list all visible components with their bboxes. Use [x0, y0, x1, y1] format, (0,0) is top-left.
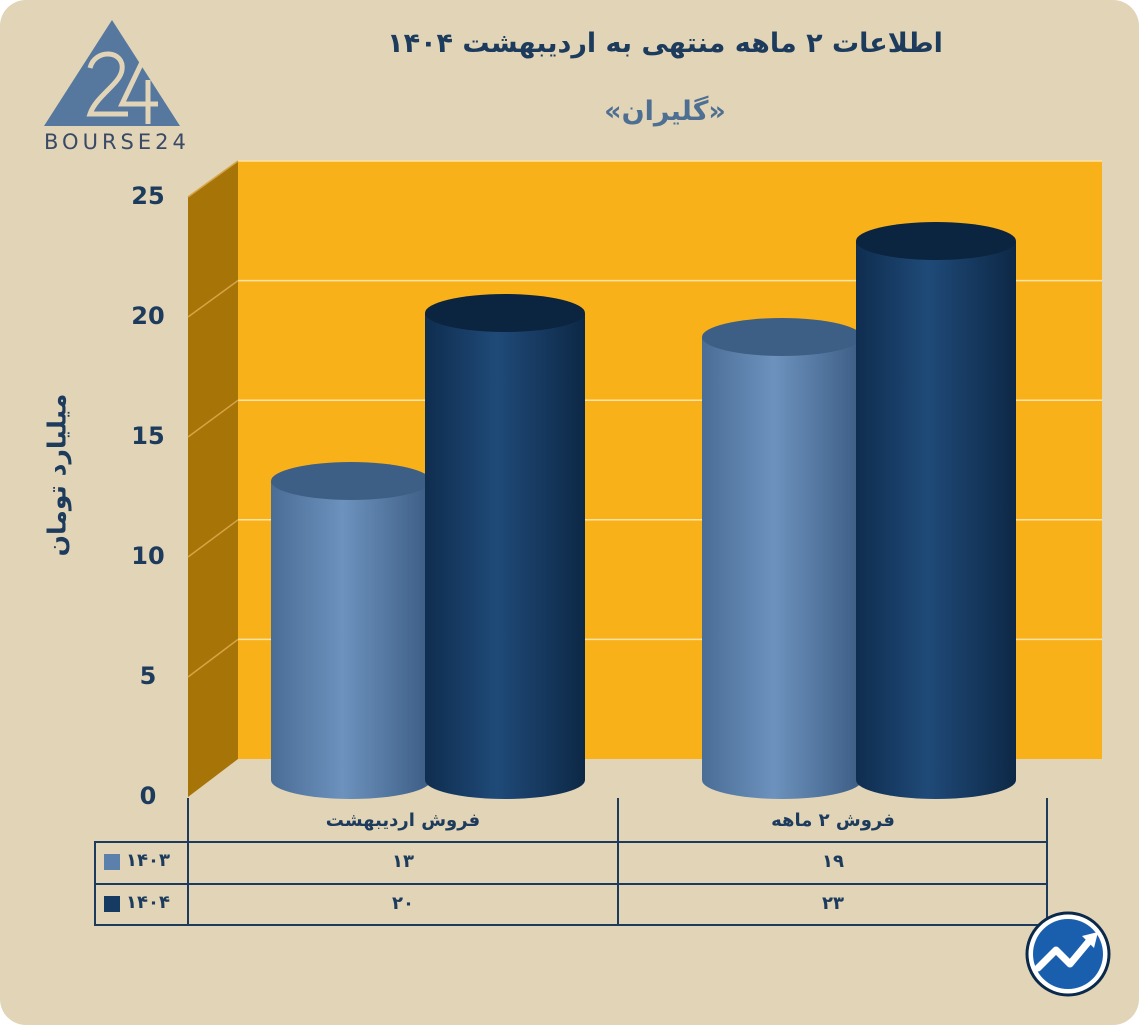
table-header-cell: فروش ۲ ماهه	[771, 810, 895, 831]
table-value-cell: ۱۳	[392, 851, 414, 872]
table-value-cell: ۱۹	[822, 851, 844, 872]
table-value-cell: ۲۰	[392, 893, 414, 914]
legend-swatch	[104, 896, 120, 912]
bar	[702, 318, 862, 799]
table-value-cell: ۲۳	[822, 893, 844, 914]
chart-subtitle: «گلیران»	[604, 96, 726, 127]
bar	[425, 294, 585, 799]
table-grid	[94, 798, 1048, 926]
plot-side-wall	[188, 161, 238, 797]
gridline-side	[187, 519, 239, 558]
brand-name: BOURSE24	[44, 130, 190, 154]
bar-top	[702, 318, 862, 356]
chart-title: اطلاعات ۲ ماهه منتهی به اردیبهشت ۱۴۰۴	[387, 28, 943, 59]
gridline-side	[187, 399, 239, 438]
gridline-side	[187, 160, 239, 198]
bar-top	[425, 294, 585, 332]
bar-top	[856, 222, 1016, 260]
bars	[271, 222, 1016, 799]
bar	[856, 222, 1016, 799]
bourse24-logo-icon	[44, 20, 180, 126]
y-tick-label: 5	[139, 662, 157, 690]
bar-body	[271, 481, 431, 799]
data-table: فروش اردیبهشت فروش ۲ ماهه ۱۴۰۳ ۱۳ ۱۹ ۱۴۰۴ ۲۰ ۲۳	[94, 798, 1048, 926]
bar-body	[425, 313, 585, 799]
legend-swatch	[104, 854, 120, 870]
legend-label: ۱۴۰۳	[126, 850, 170, 871]
y-tick-label: 15	[131, 422, 165, 450]
trend-arrow-icon	[1025, 911, 1111, 997]
table-header-cell: فروش اردیبهشت	[325, 810, 481, 831]
y-tick-label: 25	[131, 182, 165, 210]
y-tick-label: 10	[131, 542, 165, 570]
gridline-side	[187, 279, 239, 318]
gridline-side	[187, 638, 239, 678]
bar-body	[856, 241, 1016, 799]
bar	[271, 462, 431, 799]
y-tick-label: 0	[139, 782, 157, 810]
legend-label: ۱۴۰۴	[126, 892, 170, 913]
bar-body	[702, 337, 862, 799]
bar-top	[271, 462, 431, 500]
y-tick-label: 20	[131, 302, 165, 330]
